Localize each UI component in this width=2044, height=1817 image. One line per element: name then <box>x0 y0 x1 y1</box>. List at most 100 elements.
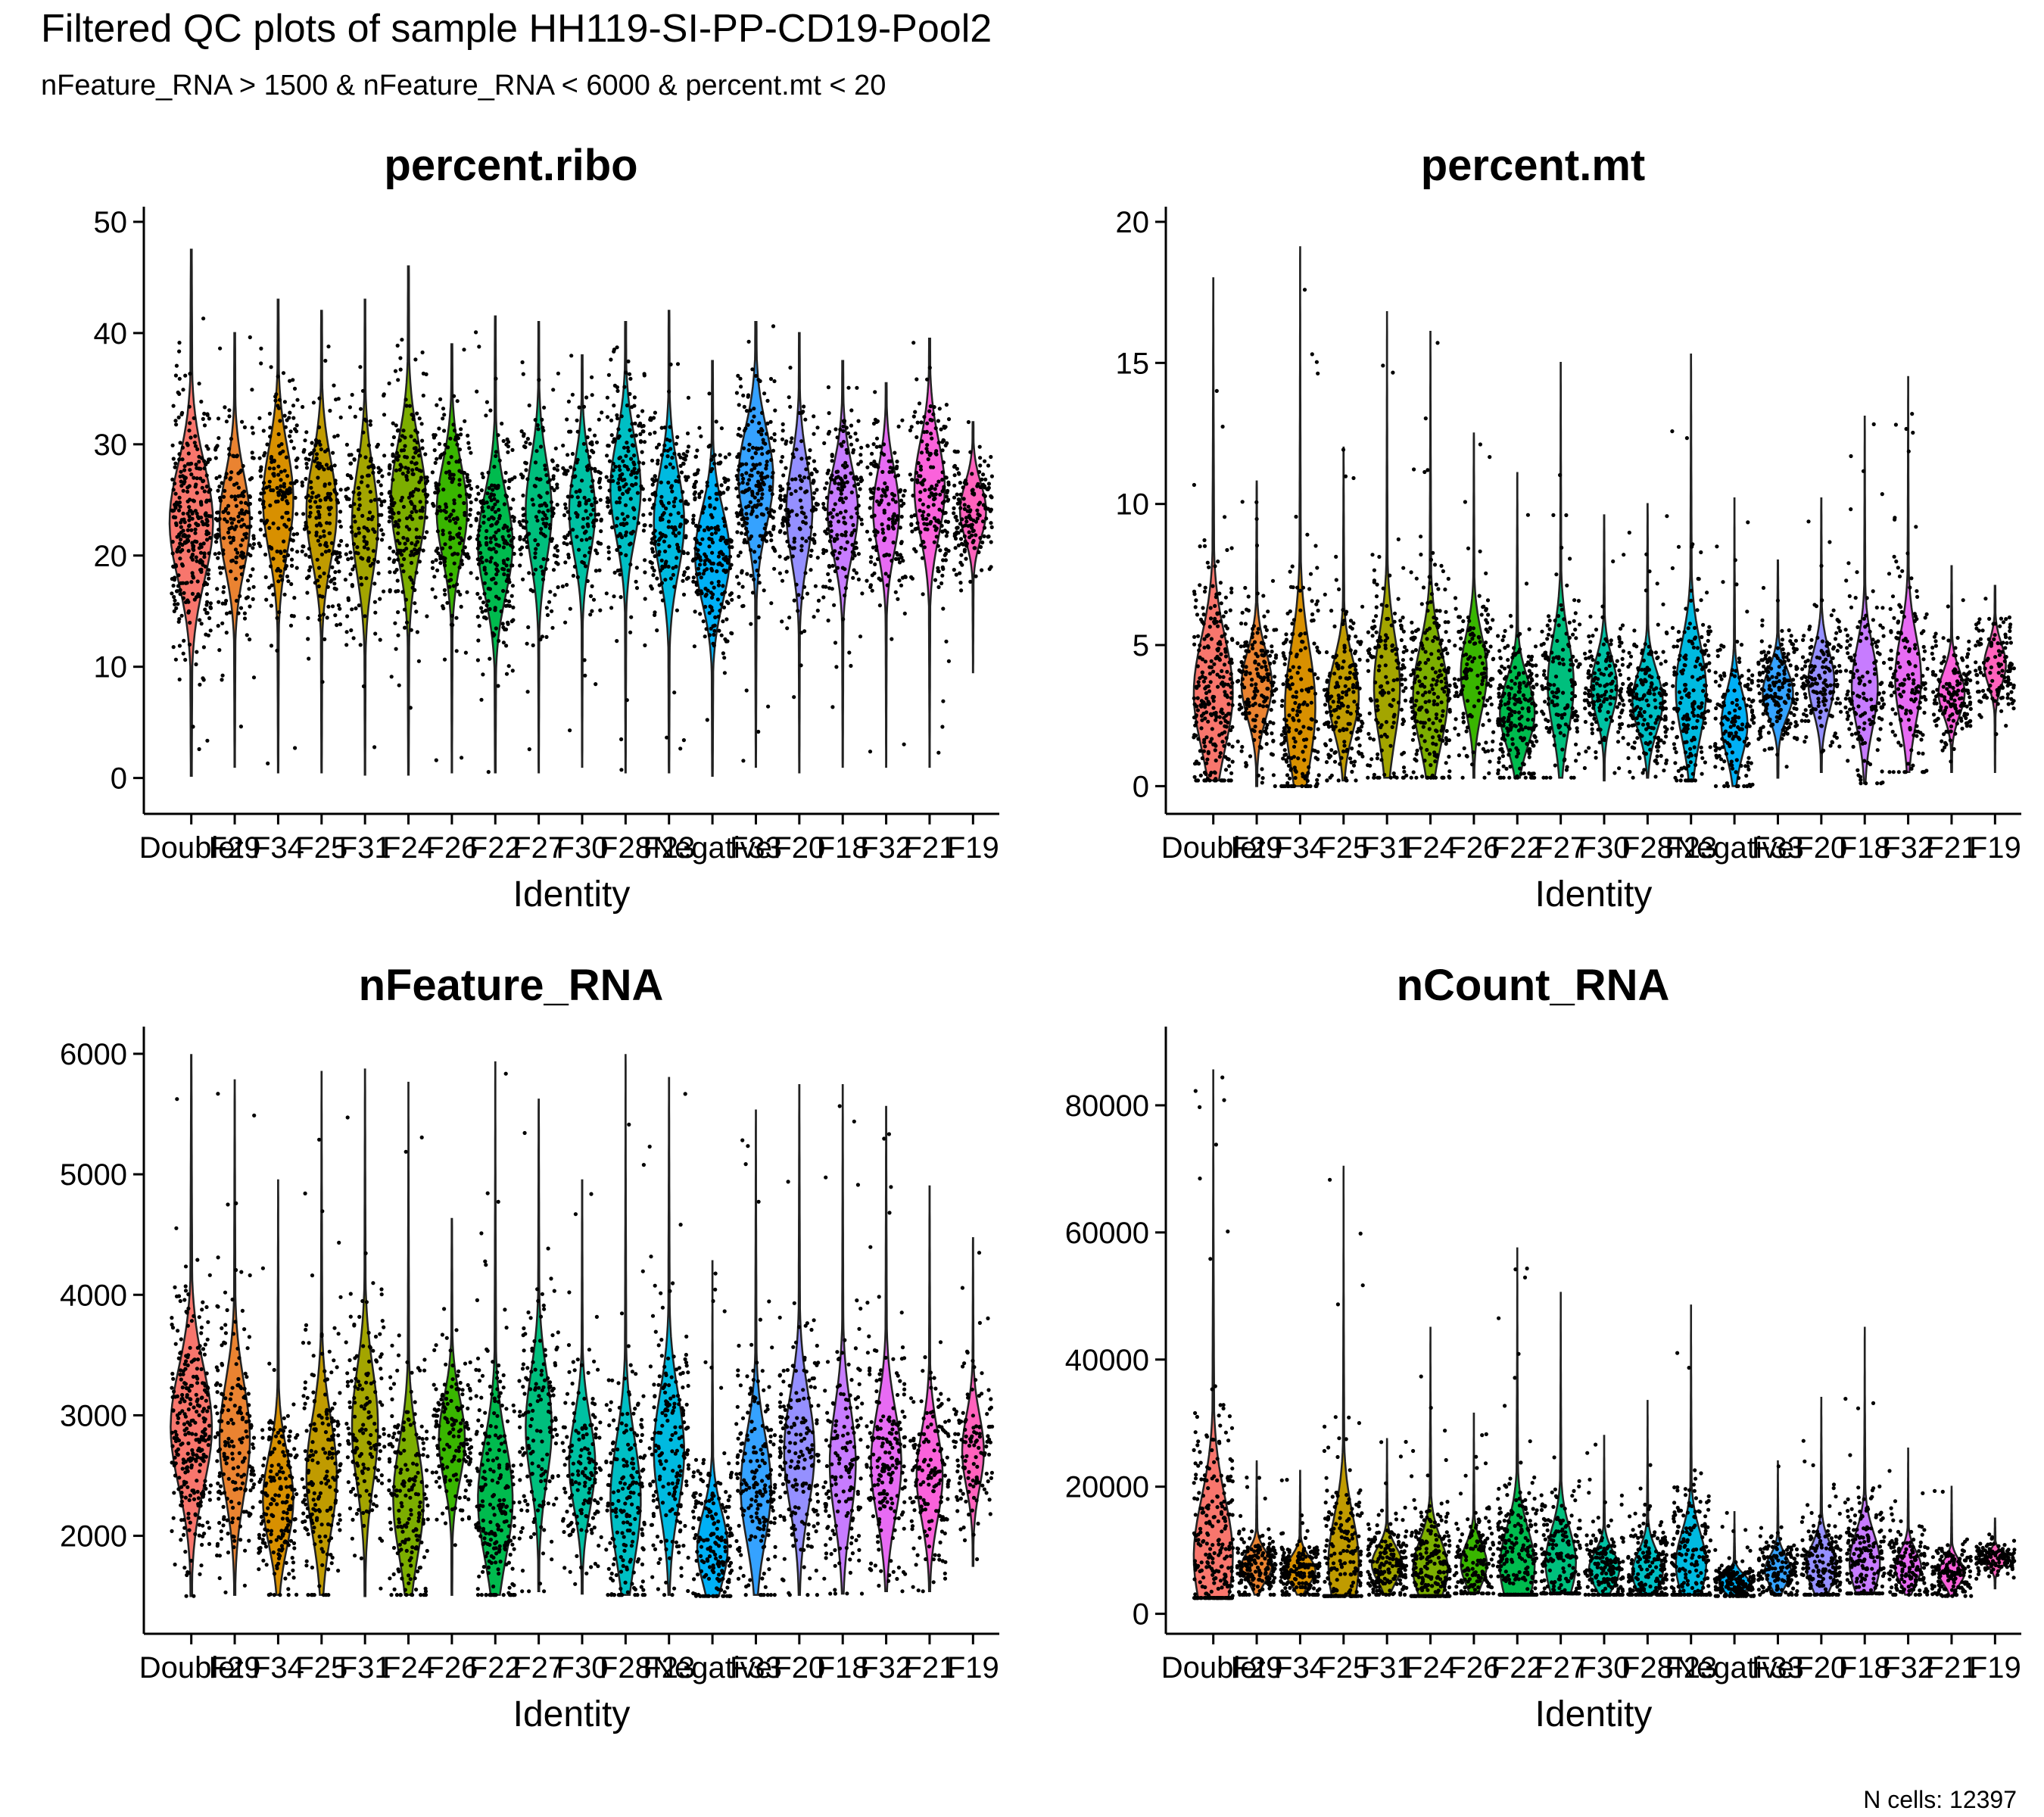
x-tick-label: F25 <box>1317 1651 1369 1685</box>
violin-F18 <box>828 1084 857 1595</box>
x-tick-label: F26 <box>1447 1651 1500 1685</box>
x-tick-label: Doublet <box>139 1651 244 1685</box>
points-F28 <box>604 345 647 772</box>
x-tick-label: F24 <box>1404 831 1457 865</box>
x-tick-label: F28 <box>1622 831 1674 865</box>
x-tick-label: F30 <box>1578 831 1631 865</box>
x-tick-label: Negative <box>653 831 772 865</box>
violin-F20 <box>783 1084 816 1596</box>
x-tick-label: F30 <box>1578 1651 1631 1685</box>
x-tick-label: F29 <box>1231 1651 1283 1685</box>
points-F31 <box>1366 363 1409 780</box>
x-tick-label: F21 <box>903 1651 955 1685</box>
x-tick-label: F20 <box>1795 831 1847 865</box>
x-axis-title: Identity <box>1535 874 1653 915</box>
x-tick-label: F34 <box>252 1651 304 1685</box>
points-F19 <box>1974 1532 2017 1581</box>
x-tick-label: F25 <box>295 1651 347 1685</box>
points-F34 <box>257 1266 300 1597</box>
main-title: Filtered QC plots of sample HH119-SI-PP-… <box>41 7 992 51</box>
violin-plot-svg: 05101520DoubletF29F34F25F31F24F26F22F27F… <box>1116 206 2021 915</box>
x-tick-label: F31 <box>1361 1651 1413 1685</box>
x-tick-label: F31 <box>1361 831 1413 865</box>
x-axis-title: Identity <box>513 1694 631 1734</box>
points-F18 <box>1843 1397 1887 1596</box>
x-tick-label: F22 <box>469 831 522 865</box>
x-tick-label: F28 <box>600 831 652 865</box>
x-tick-label: F25 <box>1317 831 1369 865</box>
x-tick-label: F20 <box>773 831 825 865</box>
violin-F33 <box>737 320 774 768</box>
points-Doublet <box>1192 1075 1235 1600</box>
x-tick-label: F23 <box>643 831 695 865</box>
points-F34 <box>257 346 300 766</box>
violin-F18 <box>1850 415 1879 784</box>
x-tick-label: F29 <box>1231 831 1283 865</box>
panel-percent-ribo: percent.ribo 0 10 20 30 40 50 Doublet F29 F34 F25… <box>0 140 1022 927</box>
points-F31 <box>343 365 387 750</box>
x-tick-label: F34 <box>252 831 304 865</box>
x-tick-label: F34 <box>1274 1651 1326 1685</box>
violin-F24 <box>390 265 427 776</box>
points-F28 <box>604 1122 647 1597</box>
points-F23 <box>1669 1351 1713 1597</box>
points-F22 <box>1495 1266 1539 1597</box>
x-tick-label: Doublet <box>1161 1651 1266 1685</box>
y-tick-label: 4000 <box>60 1279 127 1312</box>
points-F27 <box>1539 1455 1582 1596</box>
points-F34 <box>1279 1478 1322 1597</box>
x-tick-label: F33 <box>730 831 782 865</box>
x-axis-title: Identity <box>1535 1694 1653 1734</box>
violin-F34 <box>262 298 294 774</box>
points-F20 <box>1799 519 1843 754</box>
points-F22 <box>1496 513 1539 780</box>
violin-F20 <box>1807 497 1836 773</box>
points-F33 <box>1756 585 1799 769</box>
points-F19 <box>952 419 994 593</box>
y-tick-label: 30 <box>94 429 128 462</box>
y-tick-label: 3000 <box>60 1399 127 1432</box>
violin-F31 <box>351 1068 379 1597</box>
violin-Doublet <box>1192 277 1234 782</box>
violin-F27 <box>525 320 553 774</box>
points-F33 <box>734 324 777 763</box>
points-F29 <box>213 1092 257 1594</box>
points-F21 <box>1930 598 1973 764</box>
points-F22 <box>474 1071 517 1597</box>
points-F33 <box>1756 1464 1799 1597</box>
violin-F22 <box>477 1061 514 1596</box>
x-tick-label: F18 <box>817 1651 869 1685</box>
violin-F18 <box>826 360 859 768</box>
points-F29 <box>1235 500 1279 788</box>
x-tick-label: F21 <box>903 831 955 865</box>
panel-title: nCount_RNA <box>1396 961 1670 1010</box>
points-F26 <box>430 1307 474 1547</box>
points-F28 <box>1626 514 1669 780</box>
y-tick-label: 5 <box>1133 629 1149 662</box>
points-F27 <box>1539 472 1582 780</box>
x-tick-label: F27 <box>513 1651 565 1685</box>
x-tick-label: F32 <box>1882 831 1934 865</box>
violin-plot-svg: 0 20000 40000 60000 80000 DoubletF29F34F25F31… <box>1065 1027 2021 1734</box>
violin-Negative <box>696 1260 729 1597</box>
violin-F28 <box>609 320 642 774</box>
x-tick-label: F26 <box>425 1651 478 1685</box>
x-tick-label: F23 <box>1665 831 1717 865</box>
violin-plot-svg: 01020304050DoubletF29F34F25F31F24F26F22F… <box>94 206 999 915</box>
x-tick-label: F34 <box>1274 831 1326 865</box>
panel-title: percent.mt <box>1420 141 1646 190</box>
violin-F19 <box>1983 584 2007 773</box>
points-F25 <box>1322 447 1365 783</box>
x-tick-label: F29 <box>209 831 261 865</box>
x-tick-label: F22 <box>1491 1651 1544 1685</box>
x-tick-label: F28 <box>1622 1651 1674 1685</box>
x-tick-label: F31 <box>339 831 391 865</box>
violin-F22 <box>1499 472 1536 779</box>
points-F30 <box>560 1192 603 1586</box>
x-tick-label: F27 <box>1535 1651 1587 1685</box>
points-F29 <box>213 335 257 729</box>
points-F23 <box>1670 429 1713 783</box>
points-F24 <box>387 338 430 710</box>
points-F34 <box>1279 288 1322 788</box>
points-F19 <box>952 1251 995 1562</box>
